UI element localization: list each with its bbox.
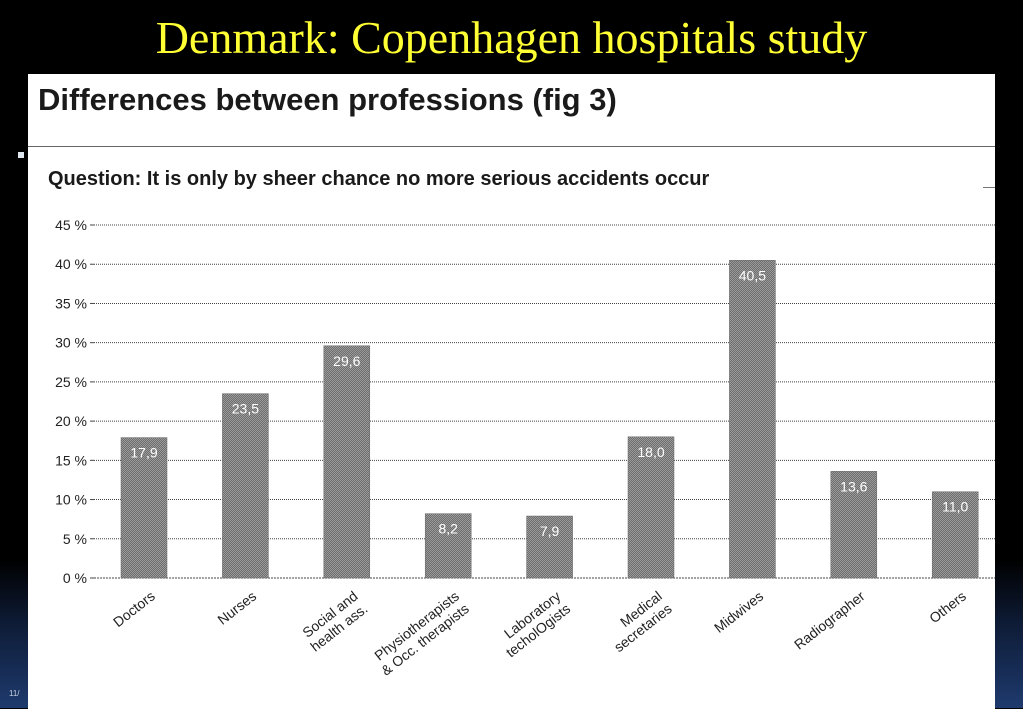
bar-value-label: 40,5 xyxy=(739,267,766,283)
figure-heading: Differences between professions (fig 3) xyxy=(38,82,617,117)
x-tick-label: Social andhealth ass. xyxy=(297,588,370,655)
bar-value-label: 11,0 xyxy=(942,499,968,515)
bar xyxy=(627,436,675,579)
bar xyxy=(424,513,472,579)
x-tick-label: Others xyxy=(926,588,969,626)
bar-value-label: 23,5 xyxy=(232,401,259,417)
bar xyxy=(526,515,573,579)
y-tick-label: 0 % xyxy=(63,570,87,586)
y-tick-label: 10 % xyxy=(55,492,87,508)
x-tick-label: Medicalsecretaries xyxy=(601,588,675,655)
figure-header-panel: Differences between professions (fig 3) xyxy=(28,74,995,148)
x-tick-label: Physiotherapists& Occ. therapists xyxy=(368,588,472,679)
x-tick-label: LaboratorytecholOgists xyxy=(493,588,573,661)
y-tick-label: 25 % xyxy=(55,374,87,390)
y-tick-label: 35 % xyxy=(55,295,87,311)
x-tick-label: Doctors xyxy=(110,588,158,630)
x-tick-label-line: Doctors xyxy=(110,588,158,630)
slide-title: Denmark: Copenhagen hospitals study xyxy=(155,12,868,63)
chart-panel: Question: It is only by sheer chance no … xyxy=(28,146,995,709)
chart-title: Question: It is only by sheer chance no … xyxy=(48,168,710,190)
y-tick-label: 20 % xyxy=(55,413,87,429)
bar xyxy=(830,471,878,579)
bar xyxy=(120,437,168,579)
bullet-marker xyxy=(18,152,24,158)
x-tick-label: Midwives xyxy=(711,588,766,636)
x-tick-label-line: Midwives xyxy=(711,588,766,636)
bar xyxy=(222,393,269,579)
x-tick-label-line: Nurses xyxy=(214,588,259,628)
slide-footer: 11/ xyxy=(9,689,20,698)
bar-value-label: 13,6 xyxy=(840,478,867,494)
x-tick-label: Nurses xyxy=(214,588,259,628)
y-tick-label: 15 % xyxy=(55,452,87,468)
bar-value-label: 18,0 xyxy=(637,444,664,460)
bar-value-label: 29,6 xyxy=(333,353,360,369)
bar-value-label: 8,2 xyxy=(438,521,458,537)
bar-value-label: 17,9 xyxy=(130,445,157,461)
bar xyxy=(323,345,371,579)
bar-chart: 0 % 5 % 10 % 15 % 20 % 25 % 30 % 35 % 40 % 45 % 17… xyxy=(55,217,995,679)
y-tick-label: 45 % xyxy=(55,217,87,233)
bar xyxy=(729,260,776,579)
x-tick-label-line: Radiographer xyxy=(791,588,868,653)
x-tick-label-line: Others xyxy=(926,588,969,626)
bar xyxy=(931,491,979,579)
bar-value-label: 7,9 xyxy=(540,523,560,539)
y-tick-label: 40 % xyxy=(55,256,87,272)
edge-tick xyxy=(983,187,995,188)
y-tick-label: 30 % xyxy=(55,335,87,351)
x-tick-label: Radiographer xyxy=(791,588,868,653)
y-tick-label: 5 % xyxy=(63,531,87,547)
